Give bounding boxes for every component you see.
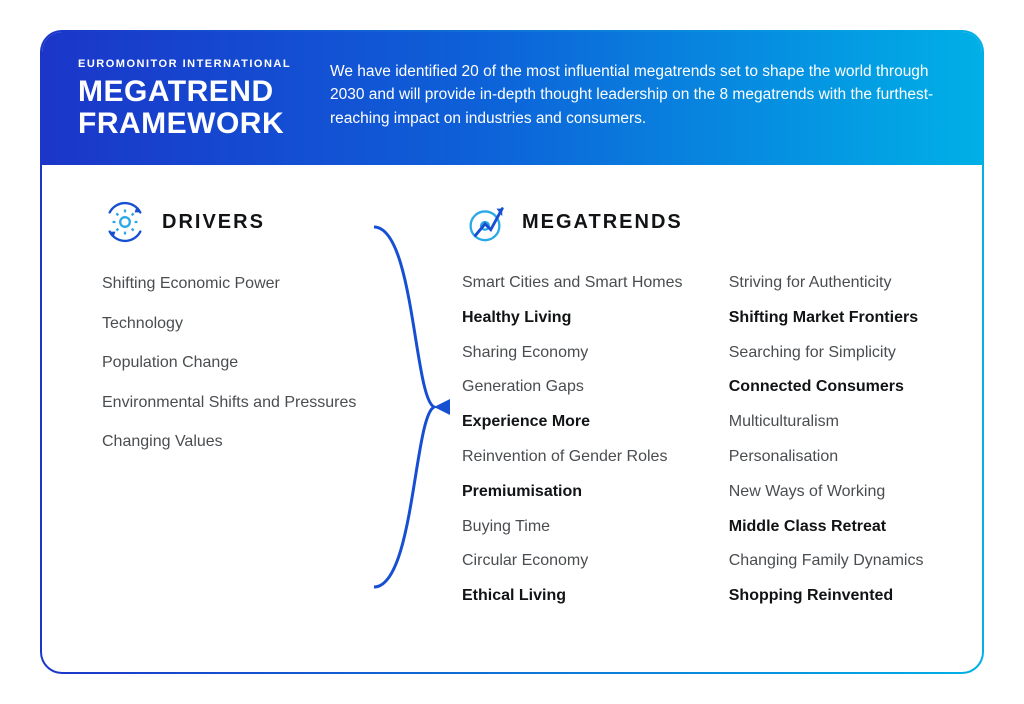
megatrend-item: Striving for Authenticity — [729, 273, 938, 294]
megatrends-title: MEGATRENDS — [522, 211, 683, 234]
megatrend-item: Generation Gaps — [462, 377, 683, 398]
megatrend-item: New Ways of Working — [729, 482, 938, 503]
megatrends-column: MEGATRENDS Smart Cities and Smart Homes H… — [462, 199, 938, 648]
megatrend-item: Connected Consumers — [729, 377, 938, 398]
megatrend-item: Experience More — [462, 412, 683, 433]
megatrend-item: Ethical Living — [462, 586, 683, 607]
bracket-arrow-column — [372, 199, 452, 648]
megatrends-col1: MEGATRENDS Smart Cities and Smart Homes H… — [462, 199, 683, 648]
header: EUROMONITOR INTERNATIONAL MEGATREND FRAM… — [42, 32, 982, 165]
drivers-column: DRIVERS Shifting Economic Power Technolog… — [102, 199, 362, 648]
megatrend-item: Sharing Economy — [462, 343, 683, 364]
card-border: EUROMONITOR INTERNATIONAL MEGATREND FRAM… — [40, 30, 984, 674]
drivers-heading: DRIVERS — [102, 199, 362, 245]
megatrend-item: Buying Time — [462, 517, 683, 538]
brand-title-line1: MEGATREND — [78, 75, 274, 108]
megatrend-item: Personalisation — [729, 447, 938, 468]
brand-subtitle: EUROMONITOR INTERNATIONAL — [78, 58, 298, 70]
drivers-item: Changing Values — [102, 431, 362, 453]
megatrend-item: Premiumisation — [462, 482, 683, 503]
drivers-title: DRIVERS — [162, 211, 265, 234]
gear-arrows-icon — [102, 199, 148, 245]
drivers-item: Shifting Economic Power — [102, 273, 362, 295]
drivers-item: Technology — [102, 313, 362, 335]
megatrends-heading: MEGATRENDS — [462, 199, 683, 245]
megatrend-item: Middle Class Retreat — [729, 517, 938, 538]
megatrend-item: Searching for Simplicity — [729, 343, 938, 364]
megatrends-list-2: Striving for Authenticity Shifting Market… — [729, 273, 938, 607]
megatrend-item: Shifting Market Frontiers — [729, 308, 938, 329]
megatrend-item: Reinvention of Gender Roles — [462, 447, 683, 468]
megatrend-item: Changing Family Dynamics — [729, 551, 938, 572]
megatrend-item: Multiculturalism — [729, 412, 938, 433]
drivers-item: Population Change — [102, 352, 362, 374]
megatrend-item: Shopping Reinvented — [729, 586, 938, 607]
trend-arrow-icon — [462, 199, 508, 245]
drivers-item: Environmental Shifts and Pressures — [102, 392, 362, 414]
megatrends-list-1: Smart Cities and Smart Homes Healthy Livi… — [462, 273, 683, 607]
drivers-list: Shifting Economic Power Technology Populat… — [102, 273, 362, 453]
page: EUROMONITOR INTERNATIONAL MEGATREND FRAM… — [0, 0, 1024, 704]
bracket-arrow-icon — [364, 217, 460, 597]
megatrend-item: Healthy Living — [462, 308, 683, 329]
brand-block: EUROMONITOR INTERNATIONAL MEGATREND FRAM… — [78, 58, 298, 139]
megatrend-item: Circular Economy — [462, 551, 683, 572]
brand-title-line2: FRAMEWORK — [78, 107, 284, 140]
header-description: We have identified 20 of the most influe… — [330, 58, 946, 130]
brand-title: MEGATREND FRAMEWORK — [78, 76, 298, 139]
body: DRIVERS Shifting Economic Power Technolog… — [42, 165, 982, 672]
megatrend-item: Smart Cities and Smart Homes — [462, 273, 683, 294]
card: EUROMONITOR INTERNATIONAL MEGATREND FRAM… — [42, 32, 982, 672]
megatrends-col2: Striving for Authenticity Shifting Market… — [729, 199, 938, 648]
